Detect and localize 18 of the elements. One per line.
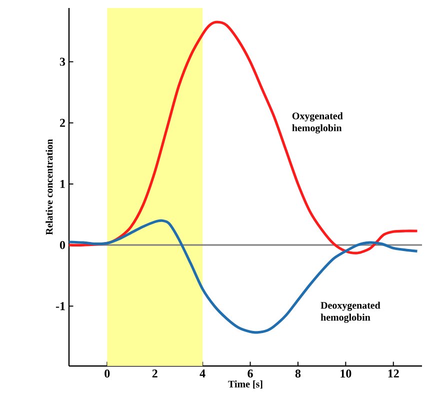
x-tick-label: 2	[152, 370, 158, 378]
x-tick-label: 8	[295, 370, 301, 378]
y-tick-label: 0	[60, 241, 66, 250]
y-tick-label: 1	[60, 180, 65, 188]
y-tick-label: 3	[60, 58, 66, 66]
x-tick-label: 12	[388, 370, 399, 378]
x-axis-title: Time [s]	[228, 380, 262, 389]
y-tick-label: 2	[60, 118, 65, 127]
y-tick-label: -1	[56, 302, 65, 310]
x-tick-label: 10	[340, 370, 352, 378]
series-label: Oxygenated hemoglobin	[292, 112, 343, 134]
y-axis-title: Relative concentration	[46, 139, 53, 235]
x-tick-label: 4	[200, 370, 206, 378]
x-tick-label: 6	[248, 370, 253, 378]
series-label: Deoxygenated hemoglobin	[320, 302, 380, 323]
line-series	[68, 20, 419, 254]
line-series	[68, 219, 419, 334]
x-tick-label: 0	[104, 370, 110, 378]
